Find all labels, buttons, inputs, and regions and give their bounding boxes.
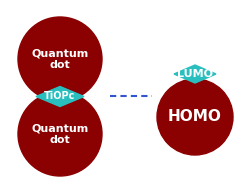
Circle shape <box>18 92 102 176</box>
Circle shape <box>18 17 102 101</box>
Polygon shape <box>36 87 84 106</box>
Text: Quantum
dot: Quantum dot <box>32 48 88 70</box>
Text: TiOPc: TiOPc <box>44 91 76 101</box>
Circle shape <box>157 79 233 155</box>
Text: Quantum
dot: Quantum dot <box>32 123 88 145</box>
Text: HOMO: HOMO <box>168 109 222 125</box>
Polygon shape <box>174 65 216 83</box>
Text: LUMO: LUMO <box>177 69 213 79</box>
